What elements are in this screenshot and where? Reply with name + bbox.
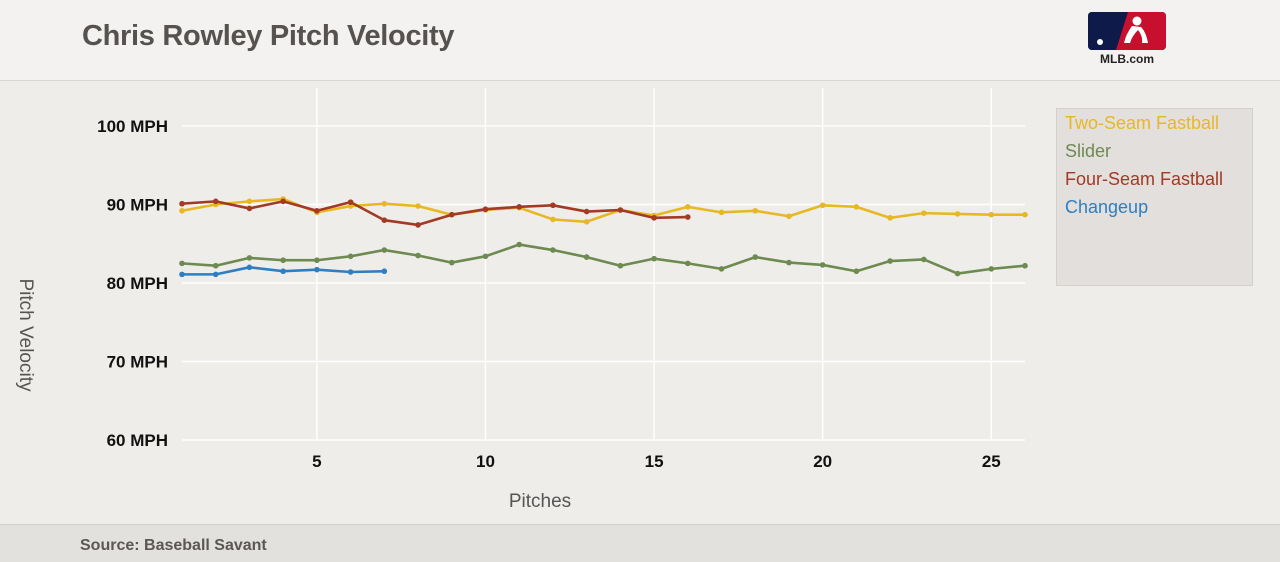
series-line-slider [181, 243, 1026, 275]
data-point-slider [516, 241, 522, 248]
data-point-slider [921, 256, 927, 263]
data-point-two-seam-fastball [347, 203, 354, 209]
chart-header: Chris Rowley Pitch Velocity MLB.com [0, 0, 1280, 81]
data-point-two-seam-fastball [853, 204, 860, 210]
y-tick-label: 90 MPH [107, 196, 168, 215]
x-axis-label: Pitches [509, 491, 571, 512]
data-point-four-seam-fastball [314, 207, 320, 214]
data-point-two-seam-fastball [752, 207, 759, 214]
data-point-two-seam-fastball [685, 204, 691, 210]
x-tick-label: 10 [476, 452, 495, 471]
data-point-four-seam-fastball [179, 200, 185, 207]
mlb-logo [1088, 12, 1166, 50]
data-point-four-seam-fastball [448, 211, 455, 218]
series-line-four-seam-fastball [181, 200, 688, 227]
data-point-changeup [280, 268, 286, 275]
data-point-four-seam-fastball [550, 202, 556, 209]
data-point-slider [347, 253, 354, 260]
y-tick-label: 70 MPH [107, 353, 168, 372]
data-point-slider [752, 254, 759, 260]
data-point-two-seam-fastball [415, 203, 421, 209]
data-point-two-seam-fastball [1022, 211, 1028, 218]
y-tick-label: 60 MPH [107, 431, 168, 450]
data-point-changeup [347, 269, 354, 275]
data-point-four-seam-fastball [212, 198, 219, 205]
series-line-two-seam-fastball [181, 197, 1025, 224]
legend-item-two-seam-fastball[interactable]: Two-Seam Fastball [1065, 113, 1220, 133]
data-point-four-seam-fastball [482, 206, 489, 213]
data-point-four-seam-fastball [280, 198, 286, 205]
x-tick-label: 20 [813, 452, 832, 471]
x-tick-label: 25 [982, 452, 1001, 471]
data-point-changeup [212, 271, 219, 278]
mlb-logo-text: MLB.com [1100, 52, 1154, 66]
data-point-slider [1022, 262, 1028, 269]
data-point-slider [718, 266, 725, 272]
data-point-changeup [381, 268, 388, 275]
data-point-slider [988, 266, 995, 272]
source-note: Source: Baseball Savant [80, 537, 267, 554]
y-axis-label: Pitch Velocity [15, 279, 36, 392]
data-point-four-seam-fastball [347, 199, 354, 205]
data-point-changeup [179, 271, 185, 278]
data-point-slider [853, 268, 860, 275]
data-point-changeup [314, 266, 320, 273]
data-point-slider [314, 257, 320, 264]
legend-item-four-seam-fastball[interactable]: Four-Seam Fastball [1065, 169, 1224, 189]
legend-item-slider[interactable]: Slider [1065, 141, 1112, 161]
data-point-four-seam-fastball [685, 214, 691, 220]
data-point-slider [381, 247, 388, 253]
data-point-slider [179, 260, 185, 267]
data-point-slider [448, 259, 455, 266]
data-point-slider [617, 262, 624, 269]
data-point-two-seam-fastball [921, 210, 927, 216]
data-point-two-seam-fastball [550, 216, 556, 223]
y-tick-label: 100 MPH [97, 117, 168, 136]
data-point-slider [482, 253, 489, 260]
data-point-two-seam-fastball [179, 207, 185, 214]
data-point-slider [685, 260, 691, 267]
data-point-two-seam-fastball [583, 218, 590, 225]
data-point-slider [280, 257, 286, 264]
data-point-four-seam-fastball [415, 222, 421, 228]
data-point-slider [954, 270, 961, 277]
data-point-two-seam-fastball [819, 202, 826, 209]
chart-legend: Two-Seam Fastball Slider Four-Seam Fastbal… [1056, 108, 1253, 286]
data-point-slider [887, 258, 893, 264]
data-point-two-seam-fastball [786, 213, 792, 220]
data-point-four-seam-fastball [516, 204, 522, 210]
data-point-two-seam-fastball [381, 200, 388, 207]
data-point-slider [415, 252, 421, 259]
chart-title: Chris Rowley Pitch Velocity [82, 20, 455, 52]
x-tick-label: 15 [645, 452, 664, 471]
x-tick-label: 5 [312, 452, 321, 471]
data-point-two-seam-fastball [988, 211, 995, 218]
data-point-slider [246, 255, 253, 261]
data-point-two-seam-fastball [954, 211, 961, 217]
data-point-slider [651, 255, 657, 262]
data-point-slider [583, 254, 590, 260]
legend-item-changeup[interactable]: Changeup [1065, 197, 1149, 217]
data-point-four-seam-fastball [246, 205, 253, 212]
data-point-four-seam-fastball [583, 208, 590, 215]
y-tick-label: 80 MPH [107, 274, 168, 293]
data-point-slider [550, 247, 556, 253]
data-point-two-seam-fastball [718, 209, 725, 216]
data-point-four-seam-fastball [617, 207, 624, 213]
data-point-changeup [246, 264, 253, 271]
data-point-slider [212, 262, 219, 269]
data-point-two-seam-fastball [887, 215, 893, 221]
data-point-four-seam-fastball [381, 217, 388, 223]
chart-footer: Source: Baseball Savant [0, 524, 1280, 562]
data-point-slider [786, 259, 792, 266]
data-point-four-seam-fastball [651, 215, 657, 221]
data-point-two-seam-fastball [246, 198, 253, 205]
data-point-slider [819, 262, 826, 268]
